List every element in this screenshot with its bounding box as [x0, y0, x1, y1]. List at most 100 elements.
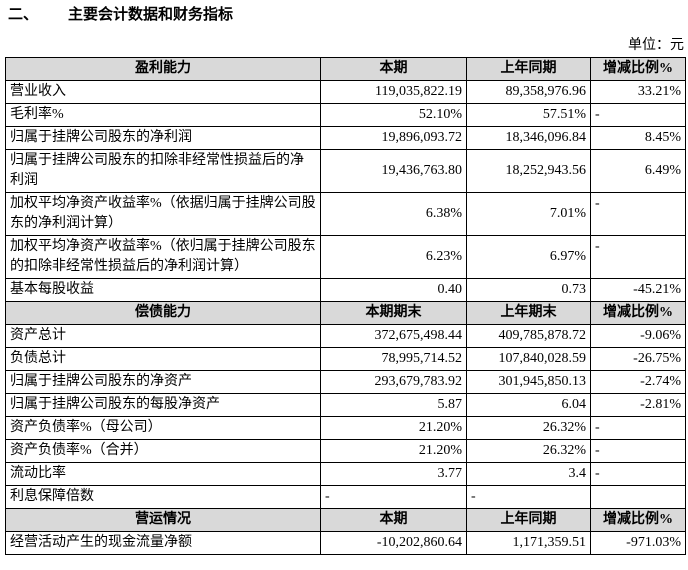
value-cell: 5.87 — [320, 393, 467, 417]
row-label: 归属于挂牌公司股东的每股净资产 — [5, 393, 321, 417]
value-cell: -26.75% — [590, 347, 686, 371]
value-cell: 0.73 — [466, 278, 591, 302]
value-cell: 26.32% — [466, 416, 591, 440]
value-cell: 26.32% — [466, 439, 591, 463]
header-cell: 本期 — [320, 57, 467, 81]
header-cell: 上年期末 — [466, 301, 591, 325]
value-cell: -2.81% — [590, 393, 686, 417]
value-cell: 78,995,714.52 — [320, 347, 467, 371]
data-row: 经营活动产生的现金流量净额 -10,202,860.64 1,171,359.51-… — [5, 531, 686, 555]
value-cell: - — [590, 462, 686, 486]
value-cell: 107,840,028.59 — [466, 347, 591, 371]
data-row: 资产负债率%（合并） 21.20% 26.32% - — [5, 439, 686, 463]
value-cell: 89,358,976.96 — [466, 80, 591, 104]
value-cell: 3.4 — [466, 462, 591, 486]
value-cell: 7.01% — [466, 192, 591, 236]
value-cell: 6.97% — [466, 235, 591, 279]
data-row: 归属于挂牌公司股东的扣除非经常性损益后的净利润 19,436,763.80 18,2… — [5, 149, 686, 193]
data-row: 利息保障倍数 - - — [5, 485, 686, 509]
value-cell: 21.20% — [320, 416, 467, 440]
value-cell: - — [590, 416, 686, 440]
value-cell: - — [320, 485, 467, 509]
row-label: 负债总计 — [5, 347, 321, 371]
data-row: 加权平均净资产收益率%（依据归属于挂牌公司股东的净利润计算） 6.38% 7.01%… — [5, 192, 686, 236]
value-cell: -45.21% — [590, 278, 686, 302]
data-row: 资产负债率%（母公司） 21.20% 26.32% - — [5, 416, 686, 440]
header-row: 盈利能力 本期 上年同期 增减比例% — [5, 57, 686, 81]
value-cell: 0.40 — [320, 278, 467, 302]
financial-table: 盈利能力 本期 上年同期 增减比例% 营业收入 119,035,822.19 89,358,… — [5, 57, 686, 555]
value-cell: 1,171,359.51 — [466, 531, 591, 555]
value-cell: 18,252,943.56 — [466, 149, 591, 193]
row-label: 资产负债率%（母公司） — [5, 416, 321, 440]
row-label: 加权平均净资产收益率%（依据归属于挂牌公司股东的净利润计算） — [5, 192, 321, 236]
value-cell: 57.51% — [466, 103, 591, 127]
header-row: 偿债能力 本期期末 上年期末 增减比例% — [5, 301, 686, 325]
row-label: 归属于挂牌公司股东的净资产 — [5, 370, 321, 394]
value-cell: 8.45% — [590, 126, 686, 150]
value-cell: -2.74% — [590, 370, 686, 394]
header-cell: 上年同期 — [466, 508, 591, 532]
value-cell: 6.49% — [590, 149, 686, 193]
header-cell: 盈利能力 — [5, 57, 321, 81]
value-cell: -10,202,860.64 — [320, 531, 467, 555]
data-row: 资产总计 372,675,498.44 409,785,878.72 -9.06% — [5, 324, 686, 348]
row-label: 营业收入 — [5, 80, 321, 104]
value-cell: -971.03% — [590, 531, 686, 555]
row-label: 流动比率 — [5, 462, 321, 486]
value-cell: 3.77 — [320, 462, 467, 486]
value-cell: 6.23% — [320, 235, 467, 279]
value-cell: 372,675,498.44 — [320, 324, 467, 348]
row-label: 毛利率% — [5, 103, 321, 127]
data-row: 归属于挂牌公司股东的净利润 19,896,093.72 18,346,096.84 8… — [5, 126, 686, 150]
value-cell: 18,346,096.84 — [466, 126, 591, 150]
header-cell: 上年同期 — [466, 57, 591, 81]
data-row: 加权平均净资产收益率%（依归属于挂牌公司股东的扣除非经常性损益后的净利润计算） 6… — [5, 235, 686, 279]
value-cell: -9.06% — [590, 324, 686, 348]
value-cell: 409,785,878.72 — [466, 324, 591, 348]
row-label: 基本每股收益 — [5, 278, 321, 302]
value-cell: - — [590, 103, 686, 127]
value-cell: 21.20% — [320, 439, 467, 463]
data-row: 基本每股收益 0.40 0.73 -45.21% — [5, 278, 686, 302]
header-cell: 增减比例% — [590, 301, 686, 325]
value-cell: 19,436,763.80 — [320, 149, 467, 193]
value-cell: 19,896,093.72 — [320, 126, 467, 150]
row-label: 归属于挂牌公司股东的扣除非经常性损益后的净利润 — [5, 149, 321, 193]
value-cell: - — [590, 439, 686, 463]
row-label: 加权平均净资产收益率%（依归属于挂牌公司股东的扣除非经常性损益后的净利润计算） — [5, 235, 321, 279]
header-cell: 本期期末 — [320, 301, 467, 325]
header-cell: 偿债能力 — [5, 301, 321, 325]
section-number: 二、 — [8, 6, 39, 23]
data-row: 毛利率% 52.10% 57.51% - — [5, 103, 686, 127]
table-body: 盈利能力 本期 上年同期 增减比例% 营业收入 119,035,822.19 89,358,… — [5, 57, 686, 555]
data-row: 营业收入 119,035,822.19 89,358,976.96 33.21% — [5, 80, 686, 104]
data-row: 归属于挂牌公司股东的净资产 293,679,783.92 301,945,850.1… — [5, 370, 686, 394]
data-row: 流动比率 3.77 3.4- — [5, 462, 686, 486]
value-cell: 52.10% — [320, 103, 467, 127]
value-cell: 119,035,822.19 — [320, 80, 467, 104]
row-label: 经营活动产生的现金流量净额 — [5, 531, 321, 555]
header-cell: 本期 — [320, 508, 467, 532]
value-cell: - — [466, 485, 591, 509]
value-cell: 6.04 — [466, 393, 591, 417]
value-cell: 33.21% — [590, 80, 686, 104]
value-cell — [590, 485, 686, 509]
row-label: 利息保障倍数 — [5, 485, 321, 509]
row-label: 归属于挂牌公司股东的净利润 — [5, 126, 321, 150]
header-cell: 增减比例% — [590, 57, 686, 81]
data-row: 负债总计 78,995,714.52 107,840,028.59 -26.75% — [5, 347, 686, 371]
data-row: 归属于挂牌公司股东的每股净资产 5.87 6.04 -2.81% — [5, 393, 686, 417]
value-cell: - — [590, 235, 686, 279]
value-cell: 301,945,850.13 — [466, 370, 591, 394]
section-title: 二、 主要会计数据和财务指标 — [8, 3, 233, 24]
value-cell: - — [590, 192, 686, 236]
header-cell: 增减比例% — [590, 508, 686, 532]
header-row: 营运情况 本期 上年同期 增减比例% — [5, 508, 686, 532]
value-cell: 6.38% — [320, 192, 467, 236]
header-cell: 营运情况 — [5, 508, 321, 532]
row-label: 资产总计 — [5, 324, 321, 348]
section-text: 主要会计数据和财务指标 — [68, 6, 234, 23]
value-cell: 293,679,783.92 — [320, 370, 467, 394]
